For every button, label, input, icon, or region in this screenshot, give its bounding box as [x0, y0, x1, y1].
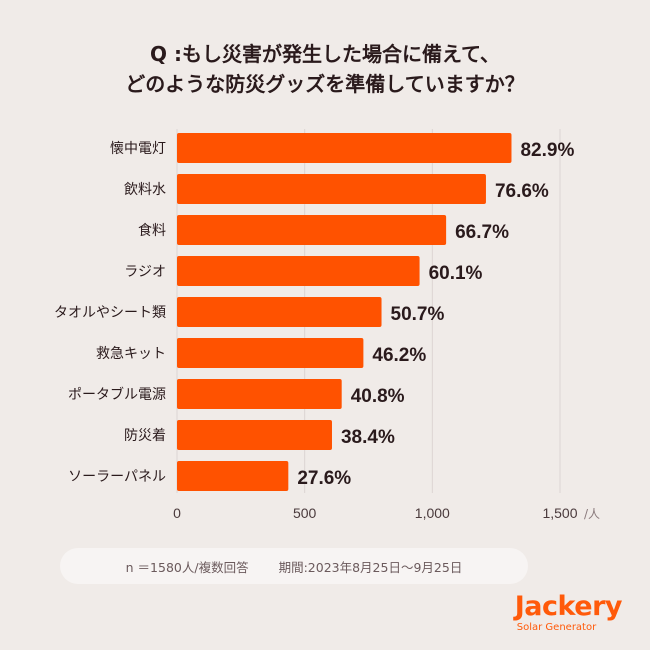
category-label: ラジオ	[124, 264, 166, 280]
category-label: タオルやシート類	[54, 305, 166, 321]
logo-brand: Jackery	[514, 591, 623, 622]
bar	[177, 133, 512, 163]
survey-period: 期間:2023年8月25日〜9月25日	[278, 559, 463, 575]
title-line-1: Q :もし災害が発生した場合に備えて、	[150, 42, 500, 66]
x-unit-label: /人	[584, 507, 600, 521]
bar	[177, 420, 332, 450]
x-tick-label: 1,500	[542, 505, 577, 521]
category-label: ポータブル電源	[68, 386, 166, 403]
category-label: 防災着	[124, 428, 166, 444]
bar	[177, 338, 364, 368]
logo-subtitle: Solar Generator	[516, 622, 597, 633]
data-label: 82.9%	[520, 140, 574, 161]
bar-chart: 0 500 1,000 1,500/人 懐中電灯 82.9% 飲料水 76.6% 食料 66.7%…	[54, 129, 600, 521]
data-label: 76.6%	[495, 181, 549, 202]
data-label: 66.7%	[455, 222, 509, 243]
data-label: 27.6%	[297, 468, 351, 489]
sample-size: n ＝1580人/複数回答	[125, 559, 249, 575]
bar	[177, 215, 447, 245]
x-tick-label: 0	[173, 505, 181, 521]
x-tick-label: 1,000	[415, 505, 450, 521]
data-label: 40.8%	[351, 386, 405, 407]
x-tick-label: 500	[293, 505, 317, 521]
footer-note: n ＝1580人/複数回答 期間:2023年8月25日〜9月25日	[60, 548, 528, 584]
data-label: 46.2%	[372, 345, 426, 366]
data-label: 60.1%	[429, 263, 483, 284]
bar	[177, 174, 486, 204]
bar	[177, 256, 420, 286]
data-label: 50.7%	[391, 304, 445, 325]
bar	[177, 379, 342, 409]
data-label: 38.4%	[341, 427, 395, 448]
category-label: 食料	[138, 222, 166, 239]
title-line-2: どのような防災グッズを準備していますか？	[125, 72, 525, 96]
bar	[177, 461, 289, 491]
jackery-logo: Jackery Solar Generator	[514, 591, 623, 634]
bar	[177, 297, 382, 327]
category-label: 懐中電灯	[110, 140, 166, 157]
category-label: ソーラーパネル	[68, 469, 166, 485]
category-label: 救急キット	[96, 346, 166, 362]
category-label: 飲料水	[124, 182, 166, 198]
